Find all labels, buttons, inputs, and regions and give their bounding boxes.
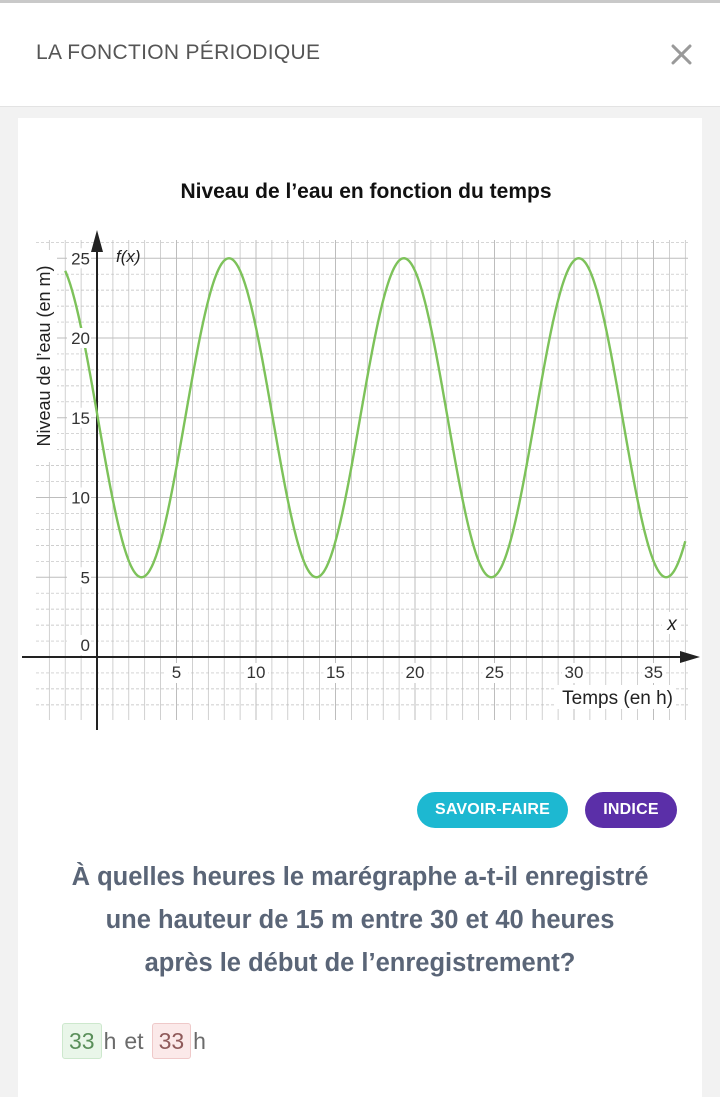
chart-labels: 5 10 15 20 25 30 35 0 5 10 15 20 25 f(x) x Temps (en h)… (31, 247, 680, 709)
page-title: LA FONCTION PÉRIODIQUE (36, 41, 321, 64)
y-tick-label: 10 (71, 489, 90, 508)
x-tick-label: 5 (172, 663, 181, 682)
x-label-bg (554, 685, 676, 709)
savoir-faire-button[interactable]: SAVOIR-FAIRE (417, 792, 568, 828)
y-tick-label-bg (67, 635, 91, 655)
y-tick-label: 15 (71, 409, 90, 428)
x-tick-label: 35 (644, 663, 663, 682)
answer-field-1[interactable]: 33 (62, 1023, 102, 1059)
indice-button[interactable]: INDICE (585, 792, 677, 828)
x-tick-label: 10 (247, 663, 266, 682)
x-axis-label: Temps (en h) (562, 688, 673, 709)
y-tick-label-bg (67, 567, 91, 588)
y-tick-label: 0 (81, 636, 90, 655)
x-tick-label-bg (164, 663, 189, 683)
x-tick-label-bg (482, 663, 507, 683)
y-tick-label-bg (67, 248, 91, 269)
x-tick-label: 30 (565, 663, 584, 682)
y-axis-arrow (91, 230, 103, 252)
x-tick-label-bg (641, 663, 666, 683)
x-axis-name: x (666, 614, 678, 635)
x-axis-arrow (680, 651, 700, 663)
answer-connector: et (124, 1027, 144, 1054)
top-shadow-line (0, 0, 720, 3)
y-tick-label: 20 (71, 329, 90, 348)
chart: 5 10 15 20 25 30 35 0 5 10 15 20 25 f(x) x Temps (en h)… (22, 230, 700, 730)
content-card (18, 118, 702, 1097)
y-tick-label: 25 (71, 249, 90, 268)
y-tick-label: 5 (81, 568, 90, 587)
x-axis-name-bg (662, 612, 680, 634)
answer-unit-1: h (103, 1027, 117, 1054)
y-axis-name: f(x) (116, 247, 141, 266)
answer-unit-2: h (193, 1027, 206, 1054)
x-tick-label-bg (244, 663, 268, 683)
x-tick-label-bg (323, 663, 348, 683)
chart-grid (36, 240, 688, 720)
y-tick-label-bg (67, 328, 91, 348)
y-axis-label: Niveau de l’eau (en m) (34, 265, 54, 446)
y-tick-label-bg (67, 407, 91, 428)
answer-row: 33 h et 33 h (62, 1023, 206, 1059)
series-line (64, 257, 687, 579)
x-tick-label: 20 (406, 663, 425, 682)
answer-field-2[interactable]: 33 (151, 1023, 192, 1059)
y-tick-label-bg (67, 487, 91, 508)
question-text: À quelles heures le marégraphe a-t-il en… (40, 856, 680, 985)
x-tick-label-bg (403, 663, 427, 683)
x-tick-label: 25 (485, 663, 504, 682)
question-line-3: après le début de l’enregistrement? (144, 949, 576, 977)
modal-header: LA FONCTION PÉRIODIQUE (0, 3, 720, 107)
x-tick-label-bg (562, 663, 586, 683)
question-line-2: une hauteur de 15 m entre 30 et 40 heure… (105, 906, 615, 934)
chart-series (64, 257, 687, 579)
chart-axes (22, 230, 700, 730)
question-line-1: À quelles heures le marégraphe a-t-il en… (71, 863, 649, 891)
x-tick-label: 15 (326, 663, 345, 682)
y-label-bg (31, 250, 57, 462)
chart-title: Niveau de l’eau en fonction du temps (180, 180, 552, 203)
